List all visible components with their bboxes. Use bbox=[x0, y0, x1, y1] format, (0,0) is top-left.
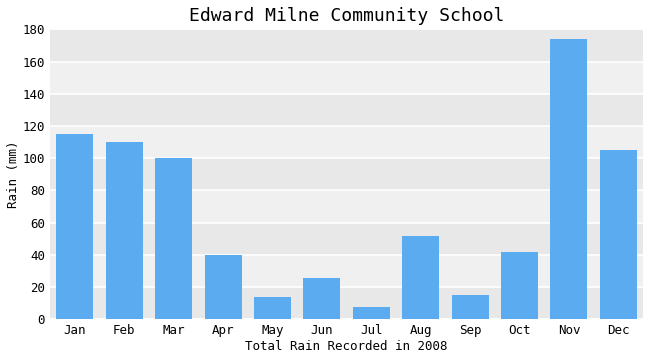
Y-axis label: Rain (mm): Rain (mm) bbox=[7, 141, 20, 208]
Bar bbox=[57, 134, 94, 319]
Bar bbox=[50, 190, 643, 223]
X-axis label: Total Rain Recorded in 2008: Total Rain Recorded in 2008 bbox=[245, 340, 448, 353]
Bar bbox=[254, 297, 291, 319]
Bar bbox=[50, 287, 643, 319]
Bar bbox=[155, 158, 192, 319]
Bar bbox=[501, 252, 538, 319]
Bar bbox=[50, 126, 643, 158]
Title: Edward Milne Community School: Edward Milne Community School bbox=[189, 7, 504, 25]
Bar bbox=[50, 29, 643, 62]
Bar bbox=[50, 62, 643, 94]
Bar bbox=[106, 142, 143, 319]
Bar bbox=[551, 39, 588, 319]
Bar bbox=[402, 235, 439, 319]
Bar bbox=[50, 223, 643, 255]
Bar bbox=[50, 158, 643, 190]
Bar bbox=[50, 94, 643, 126]
Bar bbox=[353, 306, 390, 319]
Bar bbox=[452, 295, 489, 319]
Bar bbox=[205, 255, 242, 319]
Bar bbox=[50, 255, 643, 287]
Bar bbox=[600, 150, 637, 319]
Bar bbox=[304, 278, 341, 319]
